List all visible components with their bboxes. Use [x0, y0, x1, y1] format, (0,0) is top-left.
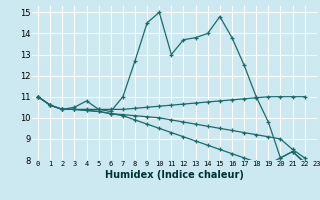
- X-axis label: Humidex (Indice chaleur): Humidex (Indice chaleur): [105, 170, 244, 180]
